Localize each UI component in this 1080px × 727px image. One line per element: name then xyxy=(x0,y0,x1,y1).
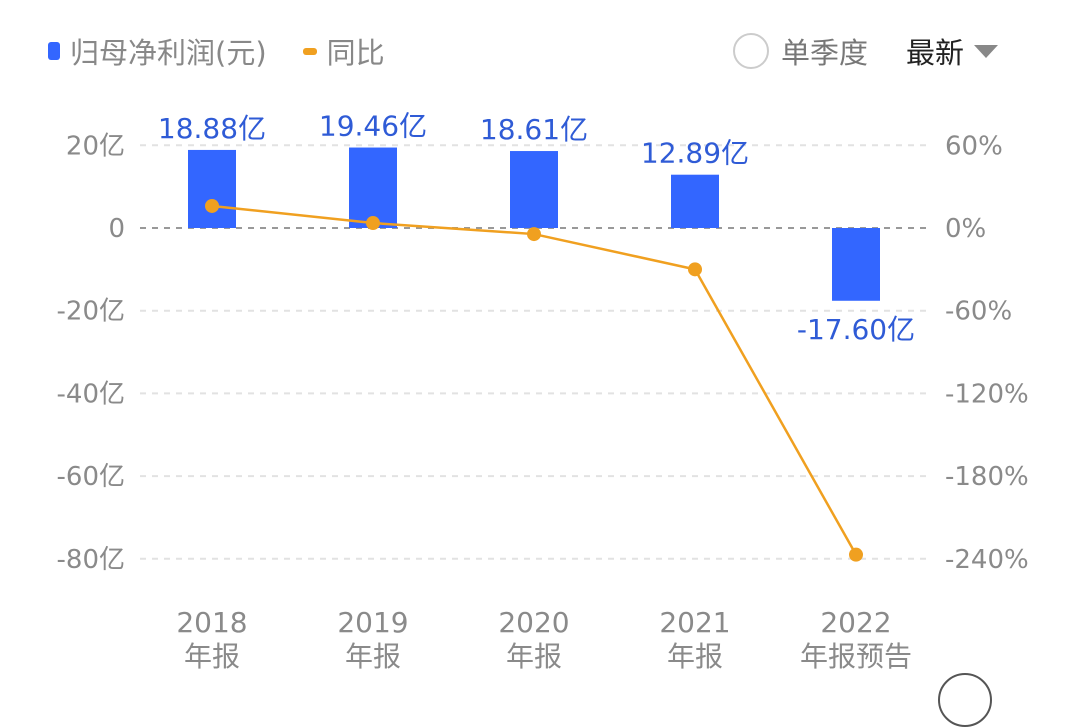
left-tick-label: -60亿 xyxy=(57,462,125,492)
left-tick-label: -80亿 xyxy=(57,545,125,575)
yoy-point xyxy=(366,216,380,231)
x-tick-year: 2020 xyxy=(498,606,569,639)
right-tick-label: 60% xyxy=(945,131,1003,161)
left-tick-label: 20亿 xyxy=(66,131,125,161)
left-tick-label: 0 xyxy=(108,214,125,244)
bar xyxy=(510,151,558,228)
bar xyxy=(832,228,880,301)
sort-dropdown[interactable]: 最新 xyxy=(906,36,965,70)
bar-value-label: 18.88亿 xyxy=(158,112,266,145)
bar-value-label: -17.60亿 xyxy=(797,313,915,346)
x-tick-year: 2022 xyxy=(820,606,891,639)
quarter-radio[interactable] xyxy=(733,33,769,69)
legend: 归母净利润(元) 同比 xyxy=(48,30,385,72)
line-legend-swatch xyxy=(302,47,317,55)
left-tick-label: -40亿 xyxy=(57,379,125,409)
line-legend-label: 同比 xyxy=(326,36,385,70)
x-tick-type: 年报 xyxy=(667,640,723,673)
quarter-label[interactable]: 单季度 xyxy=(781,36,869,70)
yoy-point xyxy=(849,547,863,562)
x-tick-type: 年报预告 xyxy=(800,640,912,673)
bar-value-label: 12.89亿 xyxy=(641,137,749,170)
bar-legend-swatch xyxy=(48,42,60,60)
chart: 20亿 0 -20亿 -40亿 -60亿 -80亿 60% 0% -60% -120% -180% -… xyxy=(57,110,1029,673)
x-tick-type: 年报 xyxy=(506,640,562,673)
x-tick-type: 年报 xyxy=(184,640,240,673)
yoy-line xyxy=(211,204,858,556)
bar xyxy=(349,147,397,228)
bar-value-label: 18.61亿 xyxy=(480,113,588,146)
floating-button[interactable] xyxy=(938,673,992,727)
right-tick-label: -120% xyxy=(945,379,1029,409)
right-tick-label: -240% xyxy=(945,545,1029,575)
bar-legend-label: 归母净利润(元) xyxy=(70,36,267,70)
right-tick-label: -60% xyxy=(945,297,1012,327)
x-tick-year: 2019 xyxy=(337,606,408,639)
bar xyxy=(671,174,719,228)
x-tick-type: 年报 xyxy=(345,640,401,673)
yoy-point xyxy=(527,227,541,242)
x-tick-year: 2018 xyxy=(176,606,247,639)
chevron-down-icon[interactable] xyxy=(974,44,999,58)
x-tick-year: 2021 xyxy=(659,606,730,639)
bar-value-label: 19.46亿 xyxy=(319,110,427,143)
left-tick-label: -20亿 xyxy=(57,297,125,327)
yoy-point xyxy=(688,262,702,277)
right-tick-label: -180% xyxy=(945,462,1029,492)
yoy-point xyxy=(205,198,219,213)
right-tick-label: 0% xyxy=(945,214,986,244)
bar xyxy=(188,149,236,228)
